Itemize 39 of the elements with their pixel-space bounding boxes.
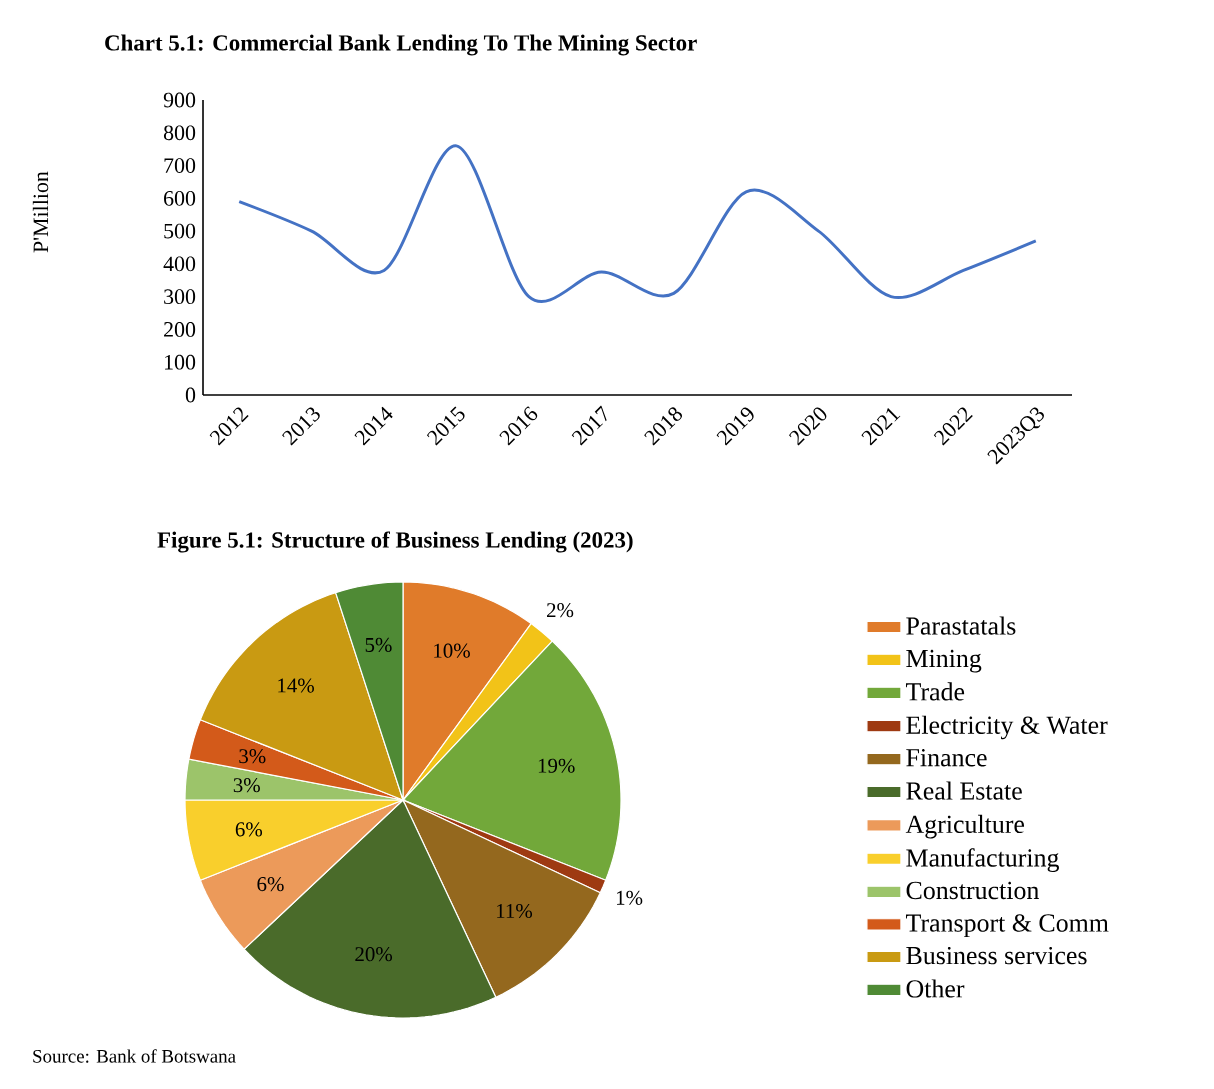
data-label: 20%: [355, 947, 393, 962]
y-tick-label: 100: [165, 354, 196, 370]
y-tick-label: 900: [163, 92, 196, 108]
data-label: 19%: [538, 758, 575, 773]
data-label: 3%: [233, 778, 260, 793]
data-label: 5%: [365, 637, 392, 653]
y-tick-label: 600: [164, 190, 196, 206]
source-note: Source: Bank of Botswana: [33, 1049, 236, 1063]
legend-label: Electricity & Water: [906, 715, 1108, 740]
y-tick-label: 500: [164, 223, 196, 239]
y-tick-label: 700: [164, 158, 196, 173]
data-label: 3%: [239, 749, 266, 764]
data-label: 6%: [235, 822, 263, 837]
data-label: 14%: [278, 678, 314, 693]
legend-label: Other: [906, 979, 965, 998]
data-label: 6%: [257, 877, 284, 892]
legend-label: Construction: [906, 881, 1039, 900]
legend-label: Real Estate: [906, 781, 1022, 800]
legend-label: Business services: [906, 946, 1087, 965]
legend-label: Transport & Comm: [905, 914, 1109, 938]
y-tick-label: 800: [163, 125, 196, 141]
y-axis-title: P'Million: [32, 171, 49, 253]
y-tick-label: 400: [163, 256, 196, 272]
chart-title: Chart 5.1: Commercial Bank Lending To The Mining Sector: [105, 34, 697, 56]
legend-label: Agriculture: [905, 814, 1025, 839]
y-tick-label: 0: [185, 387, 196, 403]
legend-label: Finance: [906, 749, 987, 767]
legend-label: Trade: [905, 682, 965, 701]
data-label: 10%: [434, 643, 470, 658]
data-label: 2%: [547, 603, 574, 618]
legend-label: Manufacturing: [906, 848, 1059, 873]
data-label: 1%: [617, 890, 643, 905]
legend-label: Mining: [906, 649, 982, 673]
chart-title: Figure 5.1: Structure of Business Lending (2023): [157, 531, 633, 553]
data-label: 11%: [497, 903, 533, 919]
y-tick-label: 200: [164, 322, 196, 337]
y-tick-label: 300: [164, 289, 196, 305]
legend-label: Parastatals: [906, 616, 1016, 635]
x-tick-label: 2021: [861, 408, 901, 446]
